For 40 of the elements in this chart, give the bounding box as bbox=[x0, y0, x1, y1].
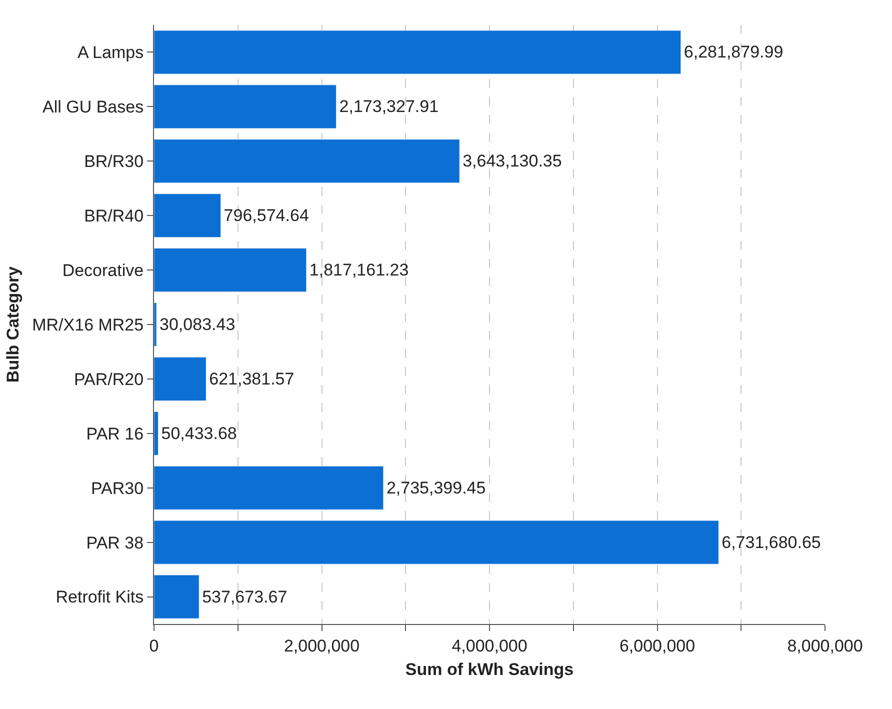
y-tick-label: Decorative bbox=[62, 261, 144, 280]
x-tick-label: 6,000,000 bbox=[619, 636, 696, 656]
data-label: 30,083.43 bbox=[160, 315, 236, 334]
y-tick-label: PAR/R20 bbox=[74, 370, 144, 389]
bar bbox=[154, 302, 157, 347]
data-label: 50,433.68 bbox=[161, 424, 237, 443]
bar bbox=[154, 248, 307, 292]
data-label: 621,381.57 bbox=[209, 369, 294, 388]
y-tick-label: PAR 16 bbox=[86, 424, 144, 444]
y-tick-label: BR/R30 bbox=[84, 152, 144, 172]
bar bbox=[154, 411, 158, 456]
bar bbox=[154, 139, 460, 184]
y-tick-label: PAR 38 bbox=[86, 533, 144, 552]
y-tick-label: All GU Bases bbox=[42, 98, 144, 117]
x-tick-label: 8,000,000 bbox=[787, 636, 863, 656]
data-label: 1,817,161.23 bbox=[309, 260, 409, 280]
bar bbox=[154, 84, 337, 129]
y-tick-label: PAR30 bbox=[90, 478, 144, 498]
bar bbox=[154, 520, 719, 564]
y-tick-label: A Lamps bbox=[77, 43, 144, 62]
y-tick-label: BR/R40 bbox=[84, 206, 144, 226]
y-tick-label: MR/X16 MR25 bbox=[32, 315, 144, 334]
data-label: 3,643,130.35 bbox=[462, 152, 562, 171]
x-tick-label: 0 bbox=[149, 636, 159, 656]
data-label: 6,281,879.99 bbox=[684, 42, 784, 62]
data-label: 2,173,327.91 bbox=[339, 97, 439, 116]
x-tick-label: 4,000,000 bbox=[452, 636, 528, 656]
data-label: 2,735,399.45 bbox=[386, 478, 486, 498]
bar bbox=[154, 30, 682, 74]
bar bbox=[154, 194, 222, 238]
data-label: 796,574.64 bbox=[224, 206, 309, 226]
data-label: 6,731,680.65 bbox=[722, 532, 821, 552]
bar bbox=[154, 574, 200, 619]
x-tick-label: 2,000,000 bbox=[284, 636, 360, 656]
bar bbox=[154, 466, 384, 510]
data-label: 537,673.67 bbox=[202, 587, 288, 606]
y-tick-label: Retrofit Kits bbox=[56, 588, 144, 607]
y-axis-title: Bulb Category bbox=[4, 266, 23, 383]
x-axis-title: Sum of kWh Savings bbox=[405, 660, 574, 679]
bar bbox=[154, 356, 206, 401]
